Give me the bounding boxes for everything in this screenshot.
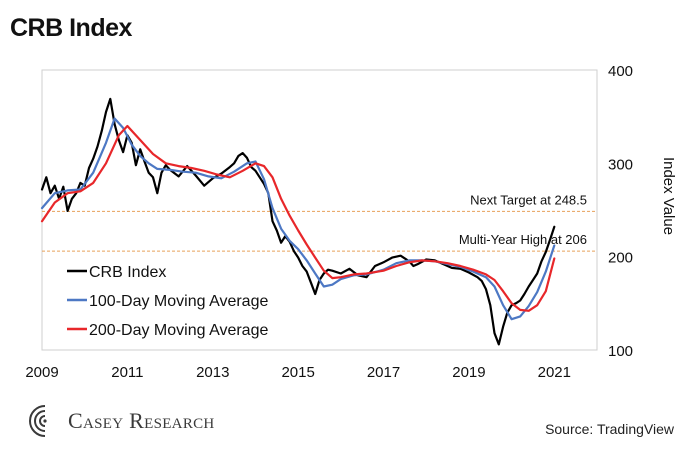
y-tick-400: 400 <box>608 63 633 80</box>
plot-frame <box>41 69 598 351</box>
x-tick-2009: 2009 <box>25 364 58 381</box>
casey-logo-icon <box>29 405 61 437</box>
legend-label-1: CRB Index <box>89 264 166 281</box>
y-tick-200: 200 <box>608 250 633 267</box>
y-tick-300: 300 <box>608 156 633 173</box>
series-lines <box>40 97 556 346</box>
x-tick-2017: 2017 <box>367 364 400 381</box>
y-axis-label: Index Value <box>660 157 677 235</box>
x-tick-2021: 2021 <box>538 364 571 381</box>
series-line-1 <box>40 97 556 346</box>
annotations: Next Target at 248.5 Multi-Year High at 2… <box>459 192 587 247</box>
series-line-3 <box>40 124 556 312</box>
series-line-2 <box>40 117 556 321</box>
x-tick-2011: 2011 <box>111 364 143 381</box>
x-tick-2019: 2019 <box>452 364 485 381</box>
y-tick-100: 100 <box>608 343 633 360</box>
x-tick-labels: 2009 2011 2013 2015 2017 2019 2021 <box>25 364 571 381</box>
brand-name: Casey Research <box>68 408 215 433</box>
reference-lines <box>42 210 597 252</box>
annotation-label-1: Next Target at 248.5 <box>470 192 587 207</box>
annotation-label-2: Multi-Year High at 206 <box>459 232 587 247</box>
legend: CRB Index 100-Day Moving Average 200-Day M… <box>67 264 268 339</box>
source-note: Source: TradingView <box>545 421 674 437</box>
legend-label-3: 200-Day Moving Average <box>89 322 268 339</box>
y-tick-labels: 100 200 300 400 <box>608 63 633 360</box>
legend-label-2: 100-Day Moving Average <box>89 293 268 310</box>
x-tick-2013: 2013 <box>196 364 229 381</box>
chart-title: CRB Index <box>10 14 132 42</box>
x-tick-2015: 2015 <box>281 364 314 381</box>
brand-logo: Casey Research <box>28 404 215 438</box>
